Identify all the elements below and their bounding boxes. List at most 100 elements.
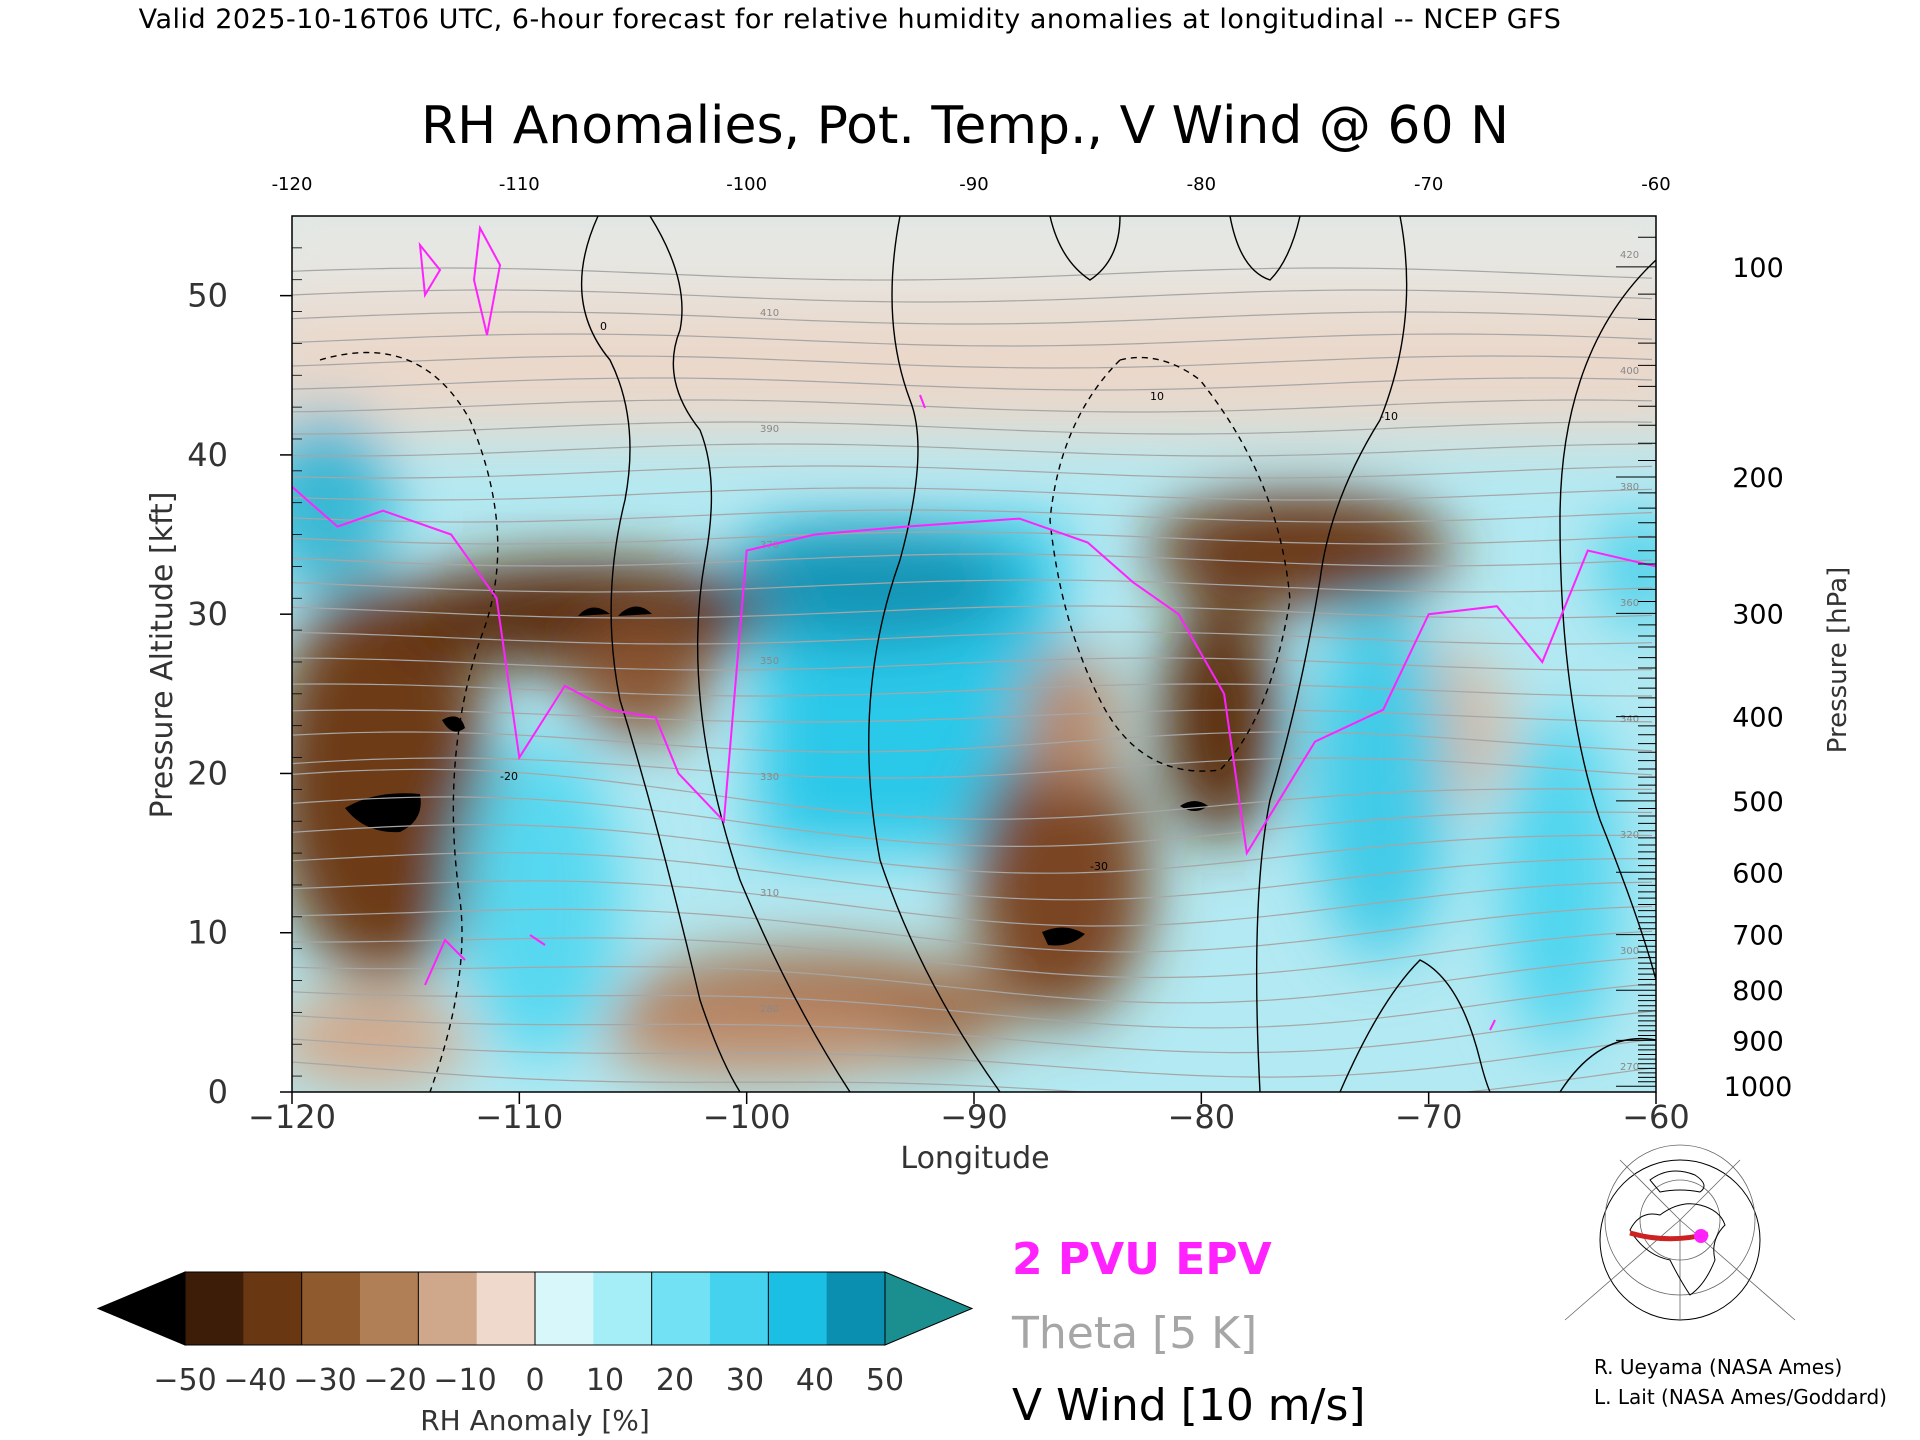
theta-contour bbox=[292, 531, 1653, 545]
theta-label: 330 bbox=[760, 772, 779, 783]
pressure-tick-label: 300 bbox=[1732, 599, 1784, 630]
wind-contour bbox=[1559, 259, 1656, 981]
colorbar-cell bbox=[826, 1272, 886, 1345]
y-tick-label: 20 bbox=[187, 754, 228, 792]
y-tick-label: 10 bbox=[187, 914, 228, 952]
x-tick-label: −110 bbox=[475, 1098, 563, 1136]
colorbar-tick-label: 20 bbox=[656, 1363, 694, 1398]
x-top-tick-label: -60 bbox=[1641, 174, 1670, 195]
theta-contour bbox=[292, 377, 1653, 391]
theta-contour bbox=[292, 605, 1653, 619]
colorbar-cell bbox=[710, 1272, 769, 1345]
wind-contour bbox=[1339, 959, 1491, 1092]
theta-label: 420 bbox=[1620, 250, 1639, 261]
colorbar-tick-label: −30 bbox=[293, 1363, 356, 1398]
colorbar-cell bbox=[243, 1272, 303, 1345]
theta-label: 320 bbox=[1620, 830, 1639, 841]
forecast-header: Valid 2025-10-16T06 UTC, 6-hour forecast… bbox=[138, 4, 1562, 35]
theta-contour bbox=[292, 267, 1653, 281]
colorbar-tick-label: −20 bbox=[363, 1363, 426, 1398]
pressure-axis-label: Pressure [hPa] bbox=[1823, 567, 1853, 754]
colorbar-cell bbox=[535, 1272, 594, 1345]
theta-contour bbox=[292, 983, 1653, 1029]
theta-contour bbox=[292, 1010, 1653, 1054]
theta-contour bbox=[292, 1038, 1653, 1078]
colorbar-tick-label: −50 bbox=[153, 1363, 216, 1398]
y-axis-label: Pressure Altitude [kft] bbox=[145, 492, 180, 819]
x-tick-label: −80 bbox=[1168, 1098, 1236, 1136]
wind-label: -30 bbox=[1090, 860, 1108, 873]
legend-theta: Theta [5 K] bbox=[1011, 1308, 1257, 1359]
x-tick-label: −60 bbox=[1622, 1098, 1690, 1136]
colorbar-cell bbox=[360, 1272, 419, 1345]
colorbar-tick-label: 40 bbox=[796, 1363, 834, 1398]
y-tick-label: 30 bbox=[187, 595, 228, 633]
theta-contour bbox=[292, 289, 1653, 303]
colorbar-cell bbox=[651, 1272, 711, 1345]
theta-contour bbox=[292, 905, 1653, 953]
colorbar-cell bbox=[185, 1272, 244, 1345]
theta-contour bbox=[292, 579, 1653, 593]
y-tick-label: 0 bbox=[208, 1073, 228, 1111]
colorbar-cell bbox=[476, 1272, 536, 1345]
wind-contour bbox=[649, 216, 851, 1092]
wind-label: -20 bbox=[500, 770, 518, 783]
pressure-tick-label: 400 bbox=[1732, 703, 1784, 734]
theta-contour bbox=[292, 709, 1653, 723]
x-tick-label: −70 bbox=[1395, 1098, 1463, 1136]
theta-contour bbox=[292, 796, 1653, 848]
colorbar-low-arrow bbox=[96, 1271, 186, 1346]
colorbar-label: RH Anomaly [%] bbox=[420, 1404, 650, 1437]
colorbar-cell bbox=[593, 1272, 653, 1345]
wind-label: 0 bbox=[600, 320, 607, 333]
colorbar-cell bbox=[418, 1272, 478, 1345]
wind-contour bbox=[1049, 356, 1291, 772]
theta-contour bbox=[292, 509, 1653, 523]
wind-contour bbox=[1255, 216, 1408, 1092]
theta-contour bbox=[292, 333, 1653, 347]
theta-contour bbox=[292, 631, 1653, 645]
theta-label: 340 bbox=[1620, 714, 1639, 725]
chart-title: RH Anomalies, Pot. Temp., V Wind @ 60 N bbox=[421, 96, 1509, 156]
credits: R. Ueyama (NASA Ames) L. Lait (NASA Ames… bbox=[1594, 1352, 1887, 1412]
theta-label: 310 bbox=[760, 888, 779, 899]
wind-contour bbox=[1559, 1037, 1656, 1092]
x-top-tick-label: -120 bbox=[272, 174, 313, 195]
theta-contour bbox=[292, 930, 1653, 979]
theta-label: 300 bbox=[1620, 946, 1639, 957]
colorbar-tick-label: 10 bbox=[586, 1363, 624, 1398]
theta-contour bbox=[292, 399, 1653, 413]
theta-contour bbox=[292, 768, 1653, 820]
theta-label: 400 bbox=[1620, 366, 1639, 377]
x-tick-label: −120 bbox=[248, 1098, 336, 1136]
theta-contour bbox=[292, 553, 1653, 567]
theta-contour bbox=[292, 852, 1652, 901]
theta-contour bbox=[292, 355, 1653, 369]
legend-v-wind: V Wind [10 m/s] bbox=[1012, 1380, 1366, 1431]
colorbar-tick-label: 50 bbox=[866, 1363, 904, 1398]
wind-label: -10 bbox=[1380, 410, 1398, 423]
theta-label: 360 bbox=[1620, 598, 1639, 609]
theta-contour bbox=[292, 443, 1653, 457]
pressure-tick-label: 800 bbox=[1732, 976, 1784, 1007]
theta-label: 410 bbox=[760, 308, 779, 319]
pressure-tick-label: 500 bbox=[1732, 787, 1784, 818]
wind-contour bbox=[580, 216, 741, 1092]
x-tick-label: −100 bbox=[703, 1098, 791, 1136]
v-wind-contours: 0 10 -10 -20 -30 bbox=[319, 216, 1656, 1092]
theta-contour bbox=[292, 824, 1653, 874]
plot-field bbox=[292, 216, 1656, 1092]
colorbar: −50 −40 −30 −20 −10 0 10 20 30 40 50 bbox=[96, 1271, 974, 1398]
x-axis-label: Longitude bbox=[900, 1141, 1049, 1176]
pressure-tick-label: 900 bbox=[1732, 1026, 1784, 1057]
x-top-tick-label: -100 bbox=[726, 174, 767, 195]
x-top-tick-label: -70 bbox=[1414, 174, 1443, 195]
theta-label: 380 bbox=[1620, 482, 1639, 493]
theta-contour bbox=[292, 487, 1653, 501]
colorbar-tick-label: 0 bbox=[525, 1363, 544, 1398]
theta-contour bbox=[292, 880, 1653, 927]
pressure-tick-label: 200 bbox=[1732, 463, 1784, 494]
colorbar-high-arrow bbox=[884, 1271, 974, 1346]
polar-stereographic-map-icon bbox=[1564, 1144, 1796, 1321]
